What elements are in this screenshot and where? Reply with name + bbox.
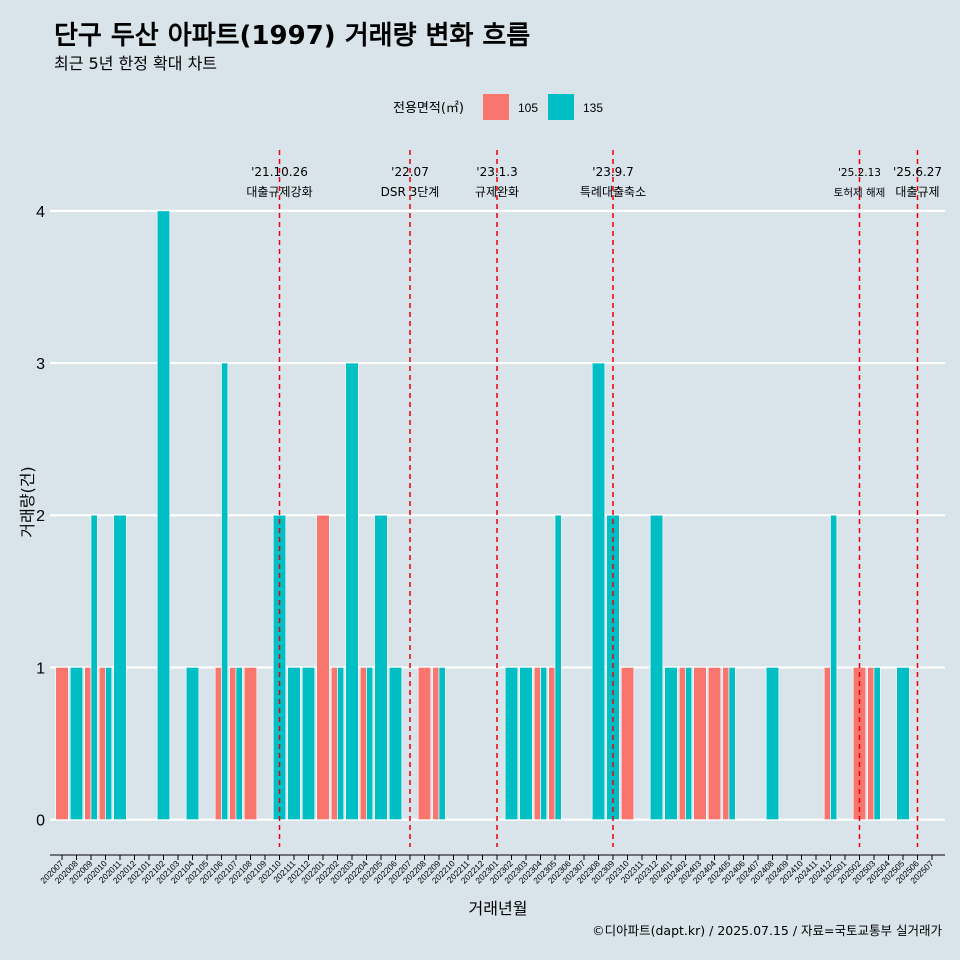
bar-135-202503 — [873, 667, 881, 820]
bar-105-202403 — [693, 667, 707, 820]
bar-135-202202 — [337, 667, 345, 820]
bar-135-202107 — [235, 667, 243, 820]
legend: 전용면적(㎡) 105 135 — [393, 94, 603, 120]
bar-105-202009 — [84, 667, 92, 820]
bar-105-202305 — [548, 667, 556, 820]
bar-135-202102 — [156, 210, 171, 820]
y-axis-label: 거래량(건) — [18, 466, 37, 537]
event-date: '25.2.13 — [838, 167, 881, 179]
bar-135-202405 — [728, 667, 736, 820]
x-axis-label: 거래년월 — [469, 899, 528, 918]
bar-105-202405 — [722, 667, 730, 820]
bar-105-202412 — [823, 667, 831, 820]
bar-135-202304 — [540, 667, 548, 820]
event-label: 특례대출축소 — [580, 185, 646, 199]
bar-135-202402 — [685, 667, 693, 820]
bar-135-202205 — [374, 514, 388, 820]
bar-105-202310 — [620, 667, 635, 820]
caption: ©디아파트(dapt.kr) / 2025.07.15 / 자료=국토교통부 실… — [592, 923, 942, 938]
event-date: '23.9.7 — [592, 165, 633, 179]
bar-105-202007 — [55, 667, 69, 820]
bar-135-202206 — [388, 667, 403, 820]
chart-subtitle: 최근 5년 한정 확대 차트 — [54, 54, 217, 73]
bar-105-202402 — [678, 667, 686, 820]
bar-135-202302 — [504, 667, 519, 820]
bar-135-202308 — [591, 362, 606, 820]
bar-135-202305 — [554, 514, 562, 820]
y-tick-label: 1 — [36, 660, 45, 677]
bar-135-202312 — [649, 514, 664, 820]
x-axis: 2020072020082020092020102020112020122021… — [38, 854, 945, 885]
event-date: '21.10.26 — [251, 165, 308, 179]
bar-135-202408 — [765, 667, 780, 820]
bar-105-202107 — [229, 667, 237, 820]
bars — [55, 210, 910, 820]
bar-135-202009 — [90, 514, 98, 820]
event-label: 대출규제 — [895, 185, 939, 199]
bar-105-202208 — [417, 667, 432, 820]
bar-135-202209 — [438, 667, 446, 820]
bar-135-202111 — [287, 667, 301, 820]
bar-105-202106 — [214, 667, 222, 820]
bar-105-202202 — [330, 667, 338, 820]
y-tick-label: 0 — [36, 813, 45, 830]
bar-105-202304 — [533, 667, 541, 820]
bar-105-202503 — [867, 667, 875, 820]
y-tick-label: 4 — [36, 204, 45, 221]
y-tick-label: 3 — [36, 356, 45, 373]
bar-105-202209 — [432, 667, 440, 820]
event-label: 대출규제강화 — [246, 185, 312, 199]
chart-title: 단구 두산 아파트(1997) 거래량 변화 흐름 — [54, 21, 530, 51]
event-date: '25.6.27 — [893, 165, 942, 179]
event-lines: '21.10.26 대출규제강화 '22.07 DSR 3단계 '23.1.3 규제완화 '… — [246, 150, 942, 847]
legend-swatch-105 — [483, 94, 509, 120]
event-date: '23.1.3 — [476, 165, 517, 179]
bar-135-202303 — [519, 667, 533, 820]
legend-title: 전용면적(㎡) — [393, 101, 464, 116]
bar-135-202401 — [664, 667, 678, 820]
bar-135-202010 — [105, 667, 113, 820]
bar-135-202505 — [896, 667, 910, 820]
bar-105-202404 — [707, 667, 722, 820]
bar-135-202106 — [221, 362, 229, 820]
y-axis-ticks: 0 1 2 3 4 — [36, 204, 45, 830]
event-label: 규제완화 — [475, 185, 519, 199]
bar-135-202112 — [301, 667, 316, 820]
legend-label-135: 135 — [583, 101, 603, 115]
bar-135-202204 — [366, 667, 374, 820]
event-date: '22.07 — [391, 165, 429, 179]
event-label: DSR 3단계 — [381, 185, 440, 199]
bar-105-202010 — [98, 667, 106, 820]
y-tick-label: 2 — [36, 508, 45, 525]
bar-135-202412 — [830, 514, 838, 820]
bar-135-202104 — [185, 667, 200, 820]
bar-105-202108 — [243, 667, 258, 820]
legend-swatch-135 — [548, 94, 574, 120]
bar-105-202204 — [359, 667, 367, 820]
gridlines — [50, 209, 945, 821]
event-label: 토허제 해제 — [834, 186, 886, 199]
legend-label-105: 105 — [518, 101, 538, 115]
bar-135-202203 — [345, 362, 359, 820]
bar-135-202011 — [113, 514, 127, 820]
bar-135-202008 — [69, 667, 84, 820]
bar-105-202201 — [316, 514, 330, 820]
